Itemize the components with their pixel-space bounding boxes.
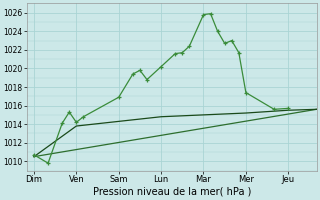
X-axis label: Pression niveau de la mer( hPa ): Pression niveau de la mer( hPa ) — [92, 187, 251, 197]
